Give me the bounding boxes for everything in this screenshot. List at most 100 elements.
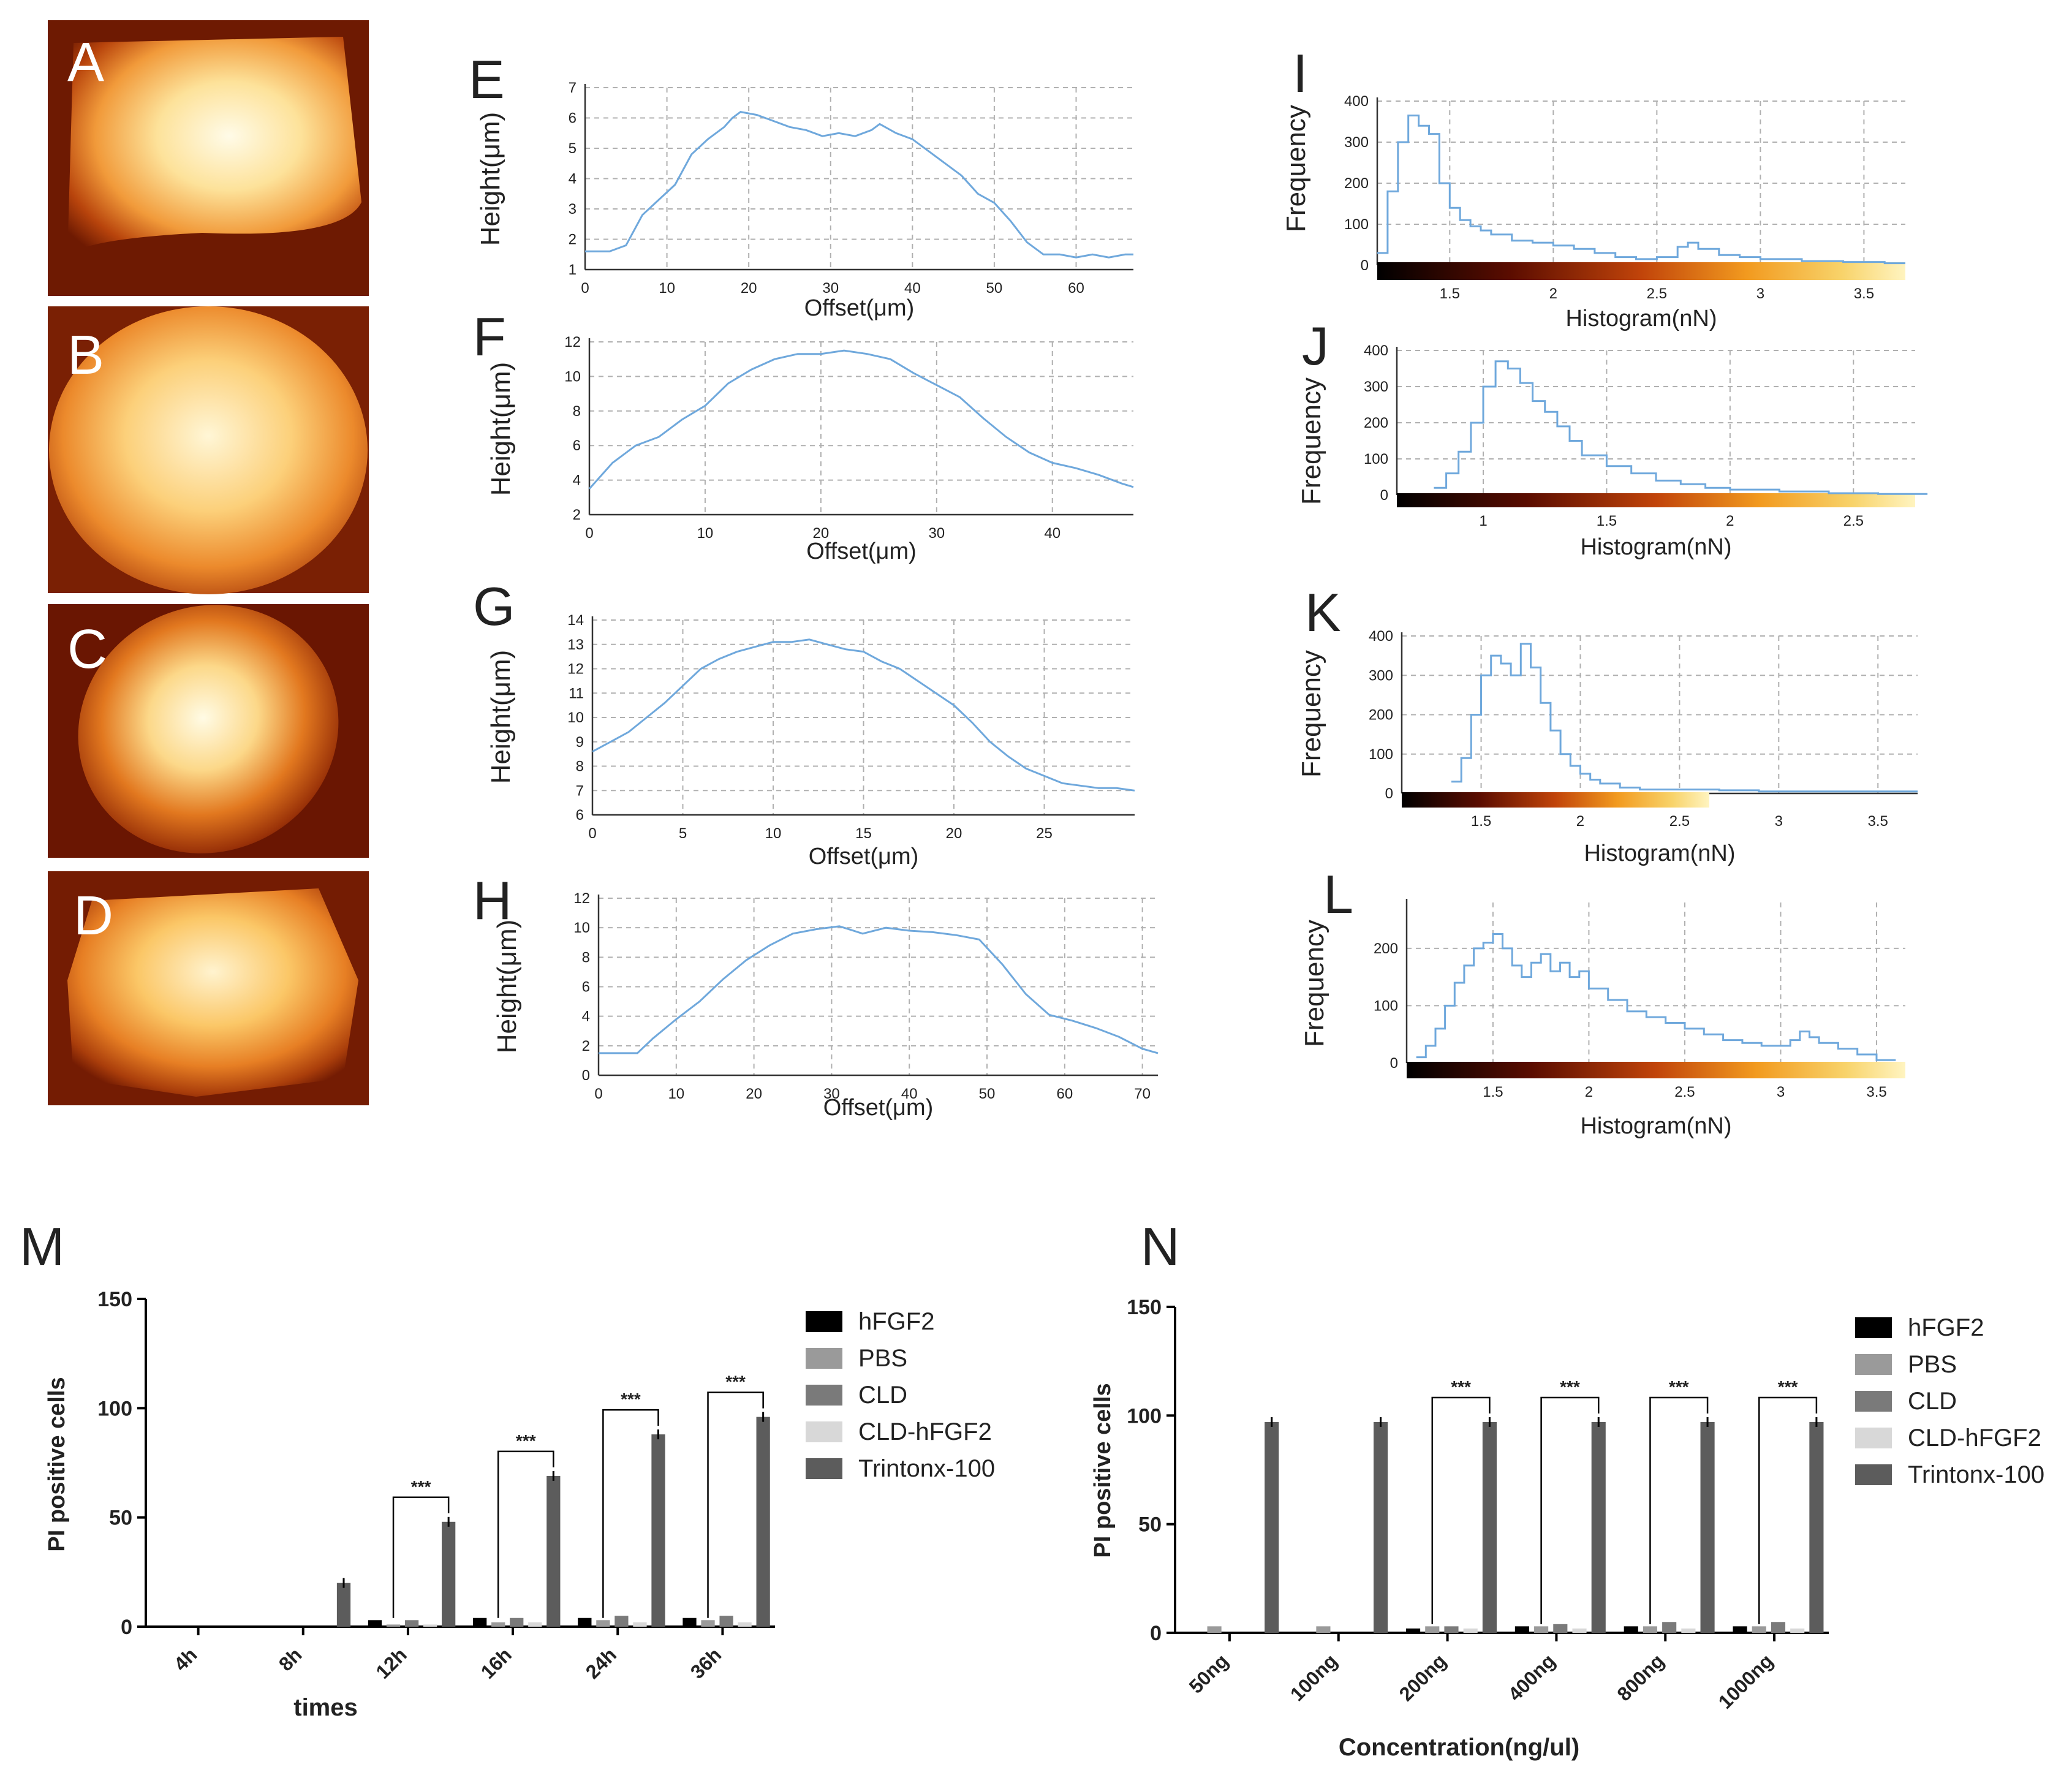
x-tick-label: 3.5 (1854, 286, 1874, 302)
x-tick-label: 20 (741, 280, 757, 297)
x-tick-label: 0 (585, 525, 593, 542)
y-tick-label: 7 (569, 80, 577, 96)
bar-pbs (1207, 1626, 1222, 1633)
colorbar (1407, 1062, 1905, 1078)
significance-bracket (1431, 1396, 1491, 1624)
legend-item: CLD-hFGF2 (858, 1418, 992, 1445)
significance-bracket (1758, 1396, 1818, 1624)
y-tick-label: 4 (573, 472, 581, 489)
x-tick-label: 50 (979, 1086, 996, 1102)
x-tick-label: 3 (1777, 1084, 1785, 1100)
x-tick-label: 16h (477, 1643, 516, 1682)
y-tick-label: 2 (569, 232, 577, 248)
bar-cld (404, 1620, 419, 1627)
y-tick-label: 100 (97, 1397, 132, 1420)
x-tick-label: 30 (822, 280, 839, 297)
bar-hfgf2 (682, 1618, 697, 1627)
significance-marker: *** (516, 1431, 536, 1450)
chart-panel-g: G 0 5 10 15 20 25 6 7 8 9 10 11 12 13 14 Offset(μm) Heigh… (473, 576, 1135, 869)
bar-hfgf2 (1733, 1626, 1747, 1633)
significance-marker: *** (1778, 1377, 1798, 1396)
bar-cld (614, 1616, 629, 1627)
y-tick-label: 6 (576, 807, 584, 823)
y-tick-label: 100 (1364, 451, 1388, 467)
afm-image-d: D (48, 871, 369, 1105)
y-tick-label: 300 (1344, 134, 1369, 151)
x-tick-label: 30 (928, 525, 945, 542)
bar-pbs (1643, 1626, 1658, 1633)
panel-label-a: A (67, 32, 104, 93)
y-tick-label: 9 (576, 734, 584, 751)
legend-item: Trintonx-100 (858, 1455, 995, 1482)
y-tick-label: 11 (569, 685, 584, 702)
x-tick-label: 2 (1549, 286, 1557, 302)
x-tick-label: 60 (1068, 280, 1084, 297)
x-tick-label: 12h (371, 1643, 410, 1682)
height-profile-line (592, 638, 1135, 792)
x-axis-label: Histogram(nN) (1584, 841, 1735, 866)
x-tick-label: 20 (946, 825, 962, 842)
y-tick-label: 6 (582, 979, 590, 996)
bar-trintonx-100 (1374, 1421, 1388, 1633)
legend-swatch (1855, 1428, 1892, 1448)
bar-cld-hfgf2 (423, 1624, 437, 1627)
x-axis-label: Histogram(nN) (1580, 1113, 1731, 1139)
y-tick-label: 12 (573, 890, 590, 907)
x-tick-label: 200ng (1395, 1649, 1451, 1705)
y-tick-label: 400 (1364, 342, 1388, 359)
legend-item: hFGF2 (1908, 1314, 1984, 1341)
y-tick-label: 12 (564, 334, 581, 350)
y-axis-label: Frequency (1296, 650, 1326, 778)
y-tick-label: 50 (109, 1507, 132, 1530)
legend-swatch (1855, 1354, 1892, 1375)
x-tick-label: 36h (686, 1643, 725, 1682)
x-tick-label: 0 (594, 1086, 602, 1102)
bar-trintonx-100 (1265, 1421, 1279, 1633)
y-tick-label: 0 (1385, 785, 1393, 802)
legend-swatch (1855, 1317, 1892, 1338)
bar-cld (719, 1616, 733, 1627)
y-tick-label: 4 (582, 1008, 590, 1025)
bar-hfgf2 (1514, 1626, 1529, 1633)
x-axis-label: Histogram(nN) (1565, 306, 1717, 331)
y-tick-label: 400 (1369, 628, 1393, 645)
y-axis-label: Height(μm) (486, 650, 516, 784)
x-tick-label: 1000ng (1714, 1649, 1777, 1712)
bar-trintonx-100 (1591, 1421, 1606, 1633)
y-tick-label: 200 (1344, 175, 1369, 192)
x-tick-label: 10 (668, 1086, 684, 1102)
legend-swatch (806, 1348, 842, 1369)
x-tick-label: 1 (1479, 513, 1487, 529)
x-tick-label: 2.5 (1674, 1084, 1695, 1100)
bar-hfgf2 (1406, 1628, 1421, 1633)
panel-label-i: I (1293, 43, 1307, 104)
bar-pbs (491, 1622, 505, 1627)
panel-label-h: H (473, 870, 512, 931)
x-tick-label: 60 (1056, 1086, 1073, 1102)
chart-panel-i: I 1.5 2 2.5 3 3.5 0 100 200 300 400 Histogram(nN) Fr… (1281, 43, 1905, 331)
bar-pbs (1425, 1626, 1440, 1633)
y-tick-label: 400 (1344, 93, 1369, 110)
x-tick-label: 3 (1756, 286, 1764, 302)
bar-cld (1553, 1624, 1568, 1633)
y-tick-label: 300 (1364, 379, 1388, 395)
y-axis-label: Height(μm) (475, 112, 505, 246)
bar-hfgf2 (578, 1618, 592, 1627)
chart-panel-m: M 0 50 100 150 4h 8h 12h 16h 24h 36h *** *** *** *** ti… (20, 1216, 995, 1721)
frequency-histogram-step (1451, 643, 1918, 793)
significance-marker: *** (411, 1477, 431, 1496)
x-tick-label: 2.5 (1843, 513, 1864, 529)
legend-item: CLD (858, 1382, 907, 1409)
legend-swatch (806, 1421, 842, 1442)
bar-trintonx-100 (651, 1434, 665, 1627)
x-axis-label: Offset(μm) (809, 844, 919, 869)
significance-marker: *** (1560, 1377, 1580, 1396)
x-tick-label: 1.5 (1483, 1084, 1503, 1100)
legend-item: CLD-hFGF2 (1908, 1425, 2041, 1451)
significance-bracket (1649, 1396, 1709, 1624)
bar-cld (1771, 1622, 1786, 1633)
y-axis-label: Frequency (1281, 105, 1311, 232)
bar-cld-hfgf2 (633, 1622, 647, 1627)
y-tick-label: 300 (1369, 667, 1393, 684)
colorbar (1377, 262, 1905, 280)
